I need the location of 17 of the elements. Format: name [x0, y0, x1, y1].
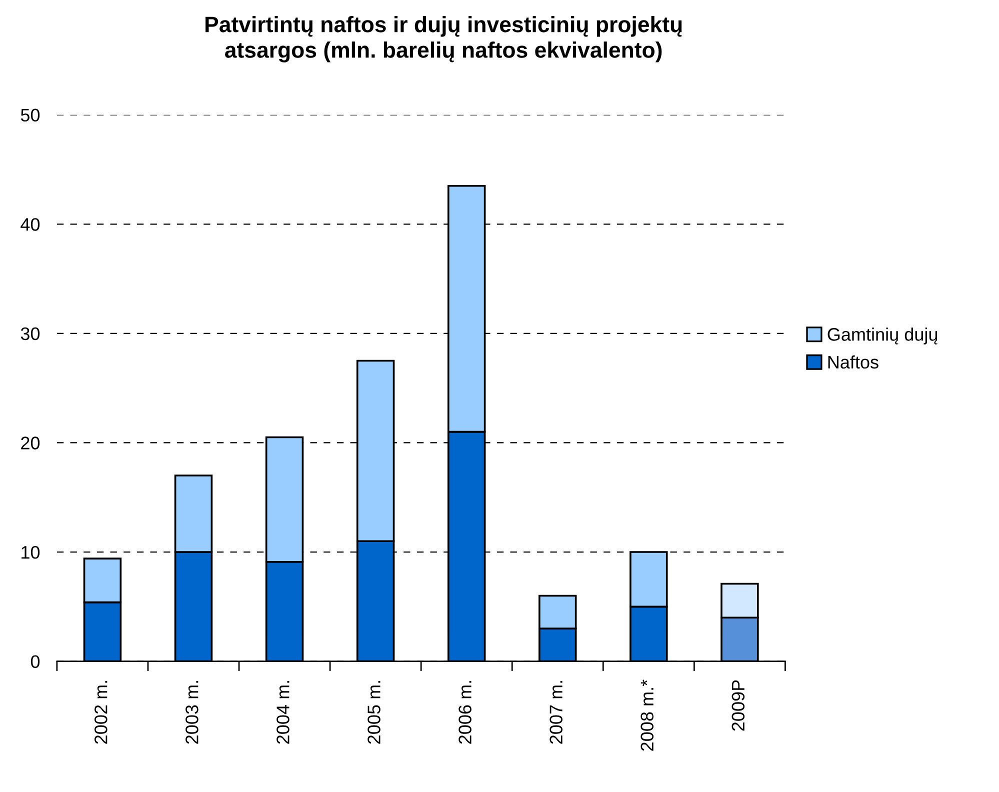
x-tick-label: 2009P	[732, 680, 745, 731]
chart-title: Patvirtintų naftos ir dujų investicinių projektų atsargos (mln. barelių naftos ekvivalento)	[206, 16, 682, 62]
y-tick-label: 40	[20, 218, 40, 231]
y-tick-label: 30	[20, 327, 40, 340]
y-tick-label: 50	[20, 108, 40, 122]
x-tick-label: 2007 m.	[550, 681, 562, 744]
x-tick-label: 2008 m.*	[640, 680, 654, 751]
x-tick-label: 2006 m.	[458, 681, 472, 744]
legend-label: Naftos	[828, 355, 878, 369]
y-tick-label: 10	[22, 546, 40, 559]
x-tick-label: 2002 m.	[94, 681, 108, 744]
x-tick-label: 2004 m.	[276, 681, 290, 744]
x-tick-label: 2003 m.	[186, 681, 198, 744]
y-tick-label: 20	[21, 436, 40, 450]
y-tick-label: 0	[30, 655, 40, 668]
legend-label: Gamtinių dujų	[828, 328, 938, 344]
x-tick-label: 2005 m.	[368, 681, 380, 744]
